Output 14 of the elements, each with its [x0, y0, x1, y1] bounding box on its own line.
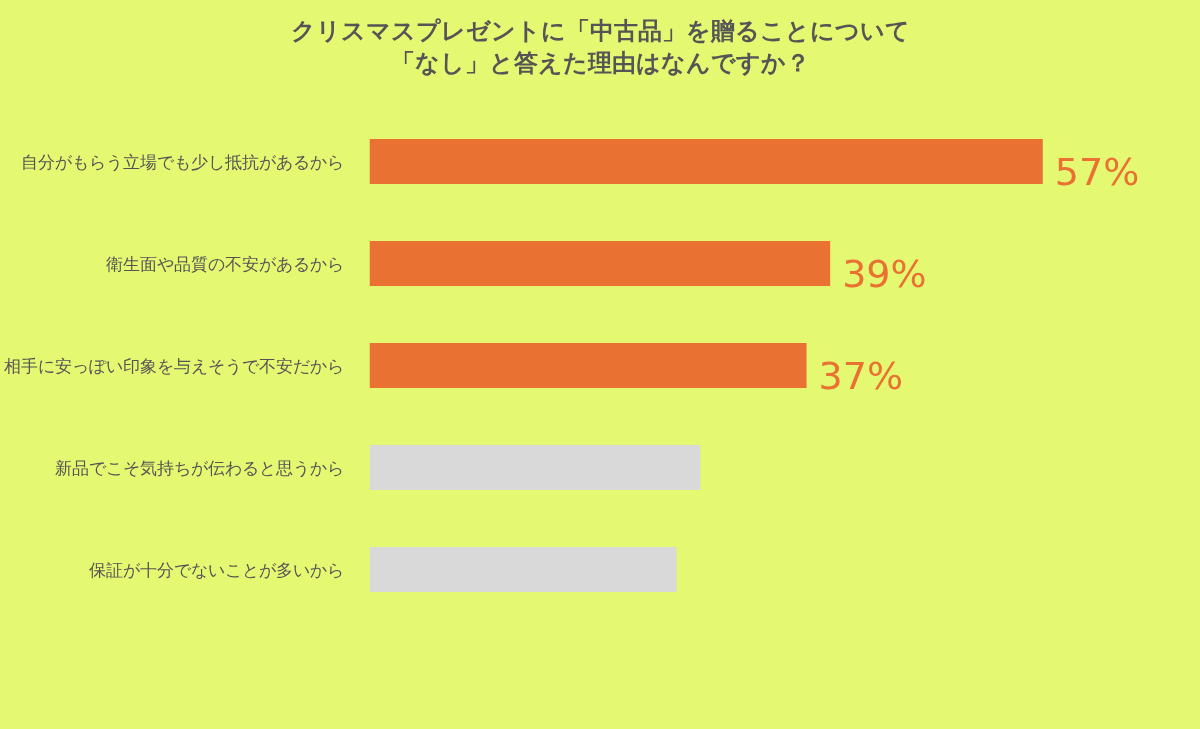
bar: [369, 547, 677, 592]
y-tick-label: 新品でこそ気持ちが伝わると思うから: [54, 457, 344, 478]
chart-title: クリスマスプレゼントに「中古品」を贈ることについて「なし」と答えた理由はなんですか？: [280, 15, 920, 80]
data-label: 39%: [842, 251, 927, 296]
bar: [369, 343, 807, 388]
y-tick-label: 保証が十分でないことが多いから: [88, 559, 344, 580]
data-label: 57%: [1054, 149, 1140, 194]
bar: [369, 241, 831, 286]
y-tick-label: 自分がもらう立場でも少し抵抗があるから: [20, 151, 344, 172]
y-tick-label: 衛生面や品質の不安があるから: [105, 253, 344, 274]
y-tick-label: 相手に安っぽい印象を与えそうで不安だから: [3, 355, 344, 376]
bar: [369, 139, 1043, 184]
bar: [369, 445, 701, 490]
data-label: 37%: [818, 353, 904, 398]
